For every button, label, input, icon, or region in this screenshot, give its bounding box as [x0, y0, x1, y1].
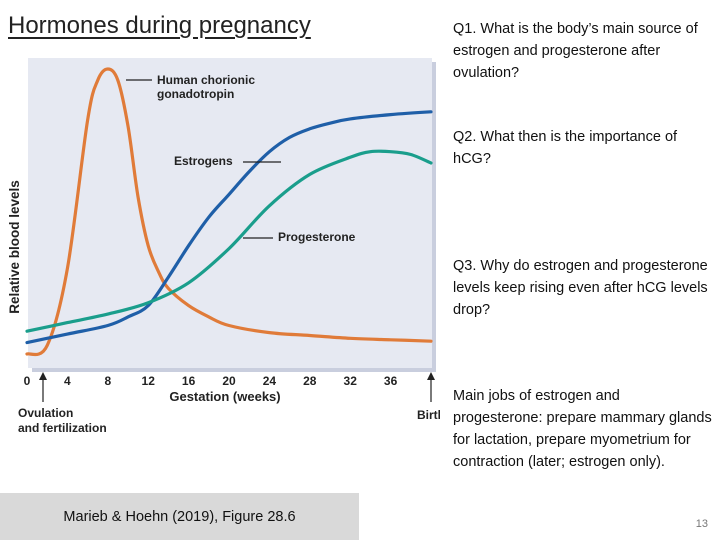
series-label-hcg: Human chorionic gonadotropin	[157, 73, 255, 101]
series-line-hcg	[25, 67, 433, 357]
x-tick-label: 4	[64, 374, 71, 388]
ovulation-arrow-head	[39, 372, 47, 380]
series-line-progesterone	[25, 149, 433, 333]
question-3: Q3. Why do estrogen and progesterone lev…	[453, 258, 708, 318]
plot-panel	[28, 58, 432, 368]
x-tick-label: 32	[344, 374, 358, 388]
question-1: Q1. What is the body’s main source of es…	[453, 21, 698, 81]
x-tick-label: 20	[222, 374, 236, 388]
x-tick-label: 24	[263, 374, 277, 388]
question-2: Q2. What then is the importance of hCG?	[453, 129, 678, 167]
x-tick-label: 8	[104, 374, 111, 388]
annotation-birth: Birth	[417, 408, 440, 422]
series-line-estrogens	[25, 110, 433, 345]
page-number: 13	[695, 518, 708, 530]
x-tick-label: 0	[24, 374, 31, 388]
summary-text: Main jobs of estrogen and progesterone: …	[453, 388, 712, 470]
annotation-fertilization: and fertilization	[18, 421, 107, 435]
citation-box: Marieb & Hoehn (2019), Figure 28.6	[0, 493, 359, 540]
x-tick-label: 16	[182, 374, 196, 388]
x-axis-label: Gestation (weeks)	[169, 389, 280, 404]
series-label-estrogens: Estrogens	[174, 154, 233, 168]
birth-arrow-head	[427, 372, 435, 380]
hormone-chart: Relative blood levels Human chorionic gon…	[7, 58, 440, 435]
annotation-ovulation: Ovulation	[18, 406, 73, 420]
series-label-progesterone: Progesterone	[278, 230, 356, 244]
x-tick-label: 28	[303, 374, 317, 388]
x-tick-label: 12	[142, 374, 156, 388]
y-axis-label: Relative blood levels	[7, 180, 22, 314]
x-tick-label: 36	[384, 374, 398, 388]
slide-title: Hormones during pregnancy	[8, 12, 311, 39]
